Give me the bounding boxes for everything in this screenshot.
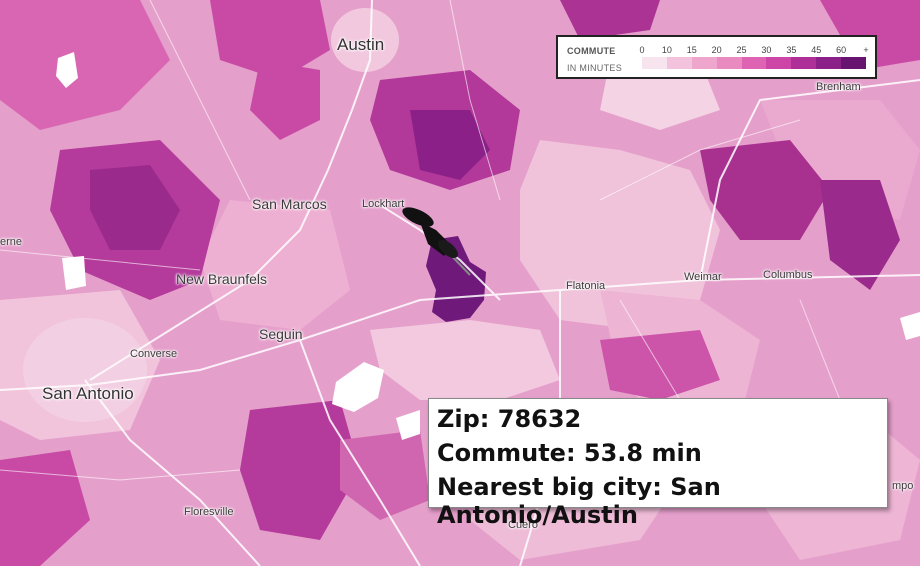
city-label-columbus[interactable]: Columbus	[763, 269, 813, 281]
city-label-cuero[interactable]: Cuero	[508, 519, 538, 531]
legend-swatch	[841, 57, 867, 69]
city-label-weimar[interactable]: Weimar	[684, 271, 722, 283]
city-label-seguin[interactable]: Seguin	[259, 326, 303, 342]
commute-legend: COMMUTE IN MINUTES 0 10 15 20 25 30 35 45 60 +	[556, 35, 877, 79]
legend-tick-label: 35	[786, 45, 797, 55]
pushpin-icon	[402, 207, 471, 276]
legend-subtitle: IN MINUTES	[567, 63, 623, 73]
city-label-lockhart[interactable]: Lockhart	[362, 198, 405, 210]
city-label-mpo-partial: mpo	[892, 480, 914, 492]
legend-swatch	[642, 57, 667, 69]
legend-tick-label: 45	[811, 45, 822, 55]
city-label-san-antonio[interactable]: San Antonio	[42, 384, 134, 403]
legend-tick-label: 10	[661, 45, 672, 55]
city-label-floresville[interactable]: Floresville	[184, 506, 234, 518]
legend-title: COMMUTE	[567, 46, 616, 56]
city-label-converse[interactable]: Converse	[130, 348, 178, 360]
legend-swatch	[691, 57, 717, 69]
legend-swatch	[791, 57, 817, 69]
legend-swatch	[666, 57, 692, 69]
legend-swatch	[741, 57, 767, 69]
info-commute: Commute: 53.8 min	[437, 439, 702, 467]
legend-tick-label: 0	[639, 45, 645, 55]
city-label-new-braunfels[interactable]: New Braunfels	[176, 271, 268, 287]
zip-info-box: Zip: 78632 Commute: 53.8 min Nearest big…	[428, 398, 888, 529]
legend-tick-label: 30	[761, 45, 772, 55]
legend-tick-label: +	[863, 45, 869, 55]
info-nearest-city: Nearest big city: San Antonio/Austin	[437, 473, 721, 529]
legend-tick-labels: 0 10 15 20 25 30 35 45 60 +	[639, 45, 869, 57]
legend-swatch	[716, 57, 742, 69]
city-label-erne-partial: erne	[0, 236, 23, 248]
legend-tick-label: 20	[711, 45, 722, 55]
city-label-brenham[interactable]: Brenham	[816, 81, 861, 93]
legend-tick-label: 25	[736, 45, 747, 55]
legend-tick-label: 60	[836, 45, 847, 55]
legend-tick-label: 15	[686, 45, 697, 55]
legend-swatch	[816, 57, 842, 69]
legend-swatch	[766, 57, 792, 69]
legend-color-scale	[642, 57, 867, 69]
city-label-san-marcos[interactable]: San Marcos	[252, 196, 327, 212]
info-zip: Zip: 78632	[437, 405, 582, 433]
city-label-flatonia[interactable]: Flatonia	[566, 280, 606, 292]
city-label-austin[interactable]: Austin	[337, 35, 385, 54]
